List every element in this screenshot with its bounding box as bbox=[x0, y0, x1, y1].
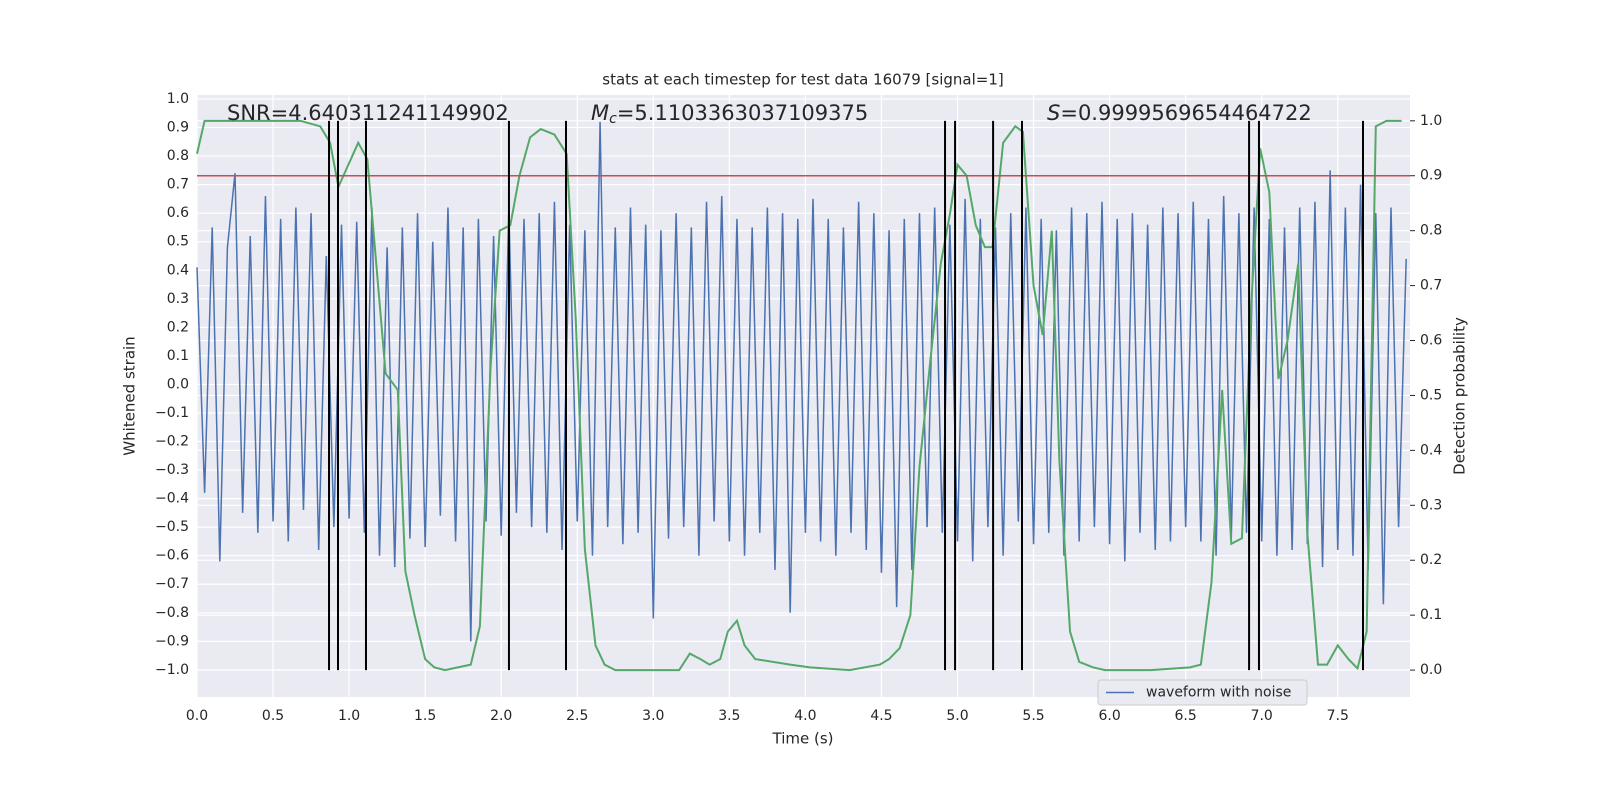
y2-tick-label: 0.2 bbox=[1420, 552, 1442, 568]
annotation-text: SNR=4.640311241149902 bbox=[227, 101, 509, 125]
x-tick-label: 6.0 bbox=[1098, 708, 1120, 724]
y-tick-label: −0.7 bbox=[155, 576, 189, 592]
legend-box bbox=[1097, 679, 1308, 706]
y-tick-label: −0.2 bbox=[155, 434, 189, 450]
x-tick-label: 2.0 bbox=[490, 708, 512, 724]
legend-label: waveform with noise bbox=[1146, 685, 1291, 701]
y-tick-label: 0.9 bbox=[167, 120, 189, 136]
chart-title: stats at each timestep for test data 160… bbox=[602, 71, 1003, 89]
annotation-subscript: c bbox=[609, 111, 617, 127]
x-tick-label: 7.0 bbox=[1251, 708, 1273, 724]
y2-tick-label: 0.4 bbox=[1420, 442, 1442, 458]
x-tick-label: 3.5 bbox=[718, 708, 740, 724]
annotation: S=0.9999569654464722 bbox=[1047, 101, 1312, 125]
y-tick-label: −1.0 bbox=[155, 662, 189, 678]
y-tick-label: 0.5 bbox=[167, 234, 189, 250]
annotation-text: =0.9999569654464722 bbox=[1060, 101, 1311, 125]
x-tick-label: 3.0 bbox=[642, 708, 664, 724]
y-tick-label: 0.3 bbox=[167, 291, 189, 307]
y-tick-label: 0.6 bbox=[167, 205, 189, 221]
x-tick-label: 5.5 bbox=[1022, 708, 1044, 724]
x-tick-label: 4.5 bbox=[870, 708, 892, 724]
y-tick-label: −0.5 bbox=[155, 519, 189, 535]
y2-tick-label: 0.3 bbox=[1420, 497, 1442, 513]
x-tick-label: 1.0 bbox=[338, 708, 360, 724]
y-tick-label: 0.4 bbox=[167, 262, 189, 278]
y-axis-label: Whitened strain bbox=[121, 336, 139, 455]
y-tick-label: −0.1 bbox=[155, 405, 189, 421]
y-tick-label: −0.4 bbox=[155, 491, 189, 507]
y-tick-label: −0.8 bbox=[155, 605, 189, 621]
x-tick-label: 4.0 bbox=[794, 708, 816, 724]
y2-tick-label: 0.7 bbox=[1420, 278, 1442, 294]
annotation-text: =5.1103363037109375 bbox=[617, 101, 868, 125]
y-tick-label: −0.6 bbox=[155, 548, 189, 564]
y-tick-label: 0.1 bbox=[167, 348, 189, 364]
annotation: Mc=5.1103363037109375 bbox=[591, 101, 868, 127]
y-tick-label: 0.7 bbox=[167, 177, 189, 193]
y-tick-label: −0.3 bbox=[155, 462, 189, 478]
y-tick-label: 0.0 bbox=[167, 376, 189, 392]
y-tick-label: 0.2 bbox=[167, 319, 189, 335]
y2-tick-label: 1.0 bbox=[1420, 113, 1442, 129]
y2-tick-label: 0.1 bbox=[1420, 607, 1442, 623]
annotation: SNR=4.640311241149902 bbox=[227, 101, 509, 125]
annotation-symbol: M bbox=[591, 101, 609, 125]
y-tick-label: 0.8 bbox=[167, 148, 189, 164]
probability-line bbox=[196, 119, 1402, 672]
x-tick-label: 6.5 bbox=[1175, 708, 1197, 724]
x-axis-label: Time (s) bbox=[772, 730, 834, 748]
annotation-symbol: S bbox=[1047, 101, 1060, 125]
y-tick-label: −0.9 bbox=[155, 633, 189, 649]
y2-tick-label: 0.9 bbox=[1420, 168, 1442, 184]
x-tick-label: 7.5 bbox=[1327, 708, 1349, 724]
y2-tick-label: 0.8 bbox=[1420, 223, 1442, 239]
y2-tick-label: 0.6 bbox=[1420, 333, 1442, 349]
x-tick-label: 0.0 bbox=[186, 708, 208, 724]
y2-tick-label: 0.5 bbox=[1420, 387, 1442, 403]
y2-axis-label: Detection probability bbox=[1451, 317, 1469, 475]
x-tick-label: 1.5 bbox=[414, 708, 436, 724]
y2-tick-label: 0.0 bbox=[1420, 662, 1442, 678]
y-tick-label: 1.0 bbox=[167, 91, 189, 107]
x-tick-label: 0.5 bbox=[262, 708, 284, 724]
x-tick-label: 5.0 bbox=[946, 708, 968, 724]
x-tick-label: 2.5 bbox=[566, 708, 588, 724]
